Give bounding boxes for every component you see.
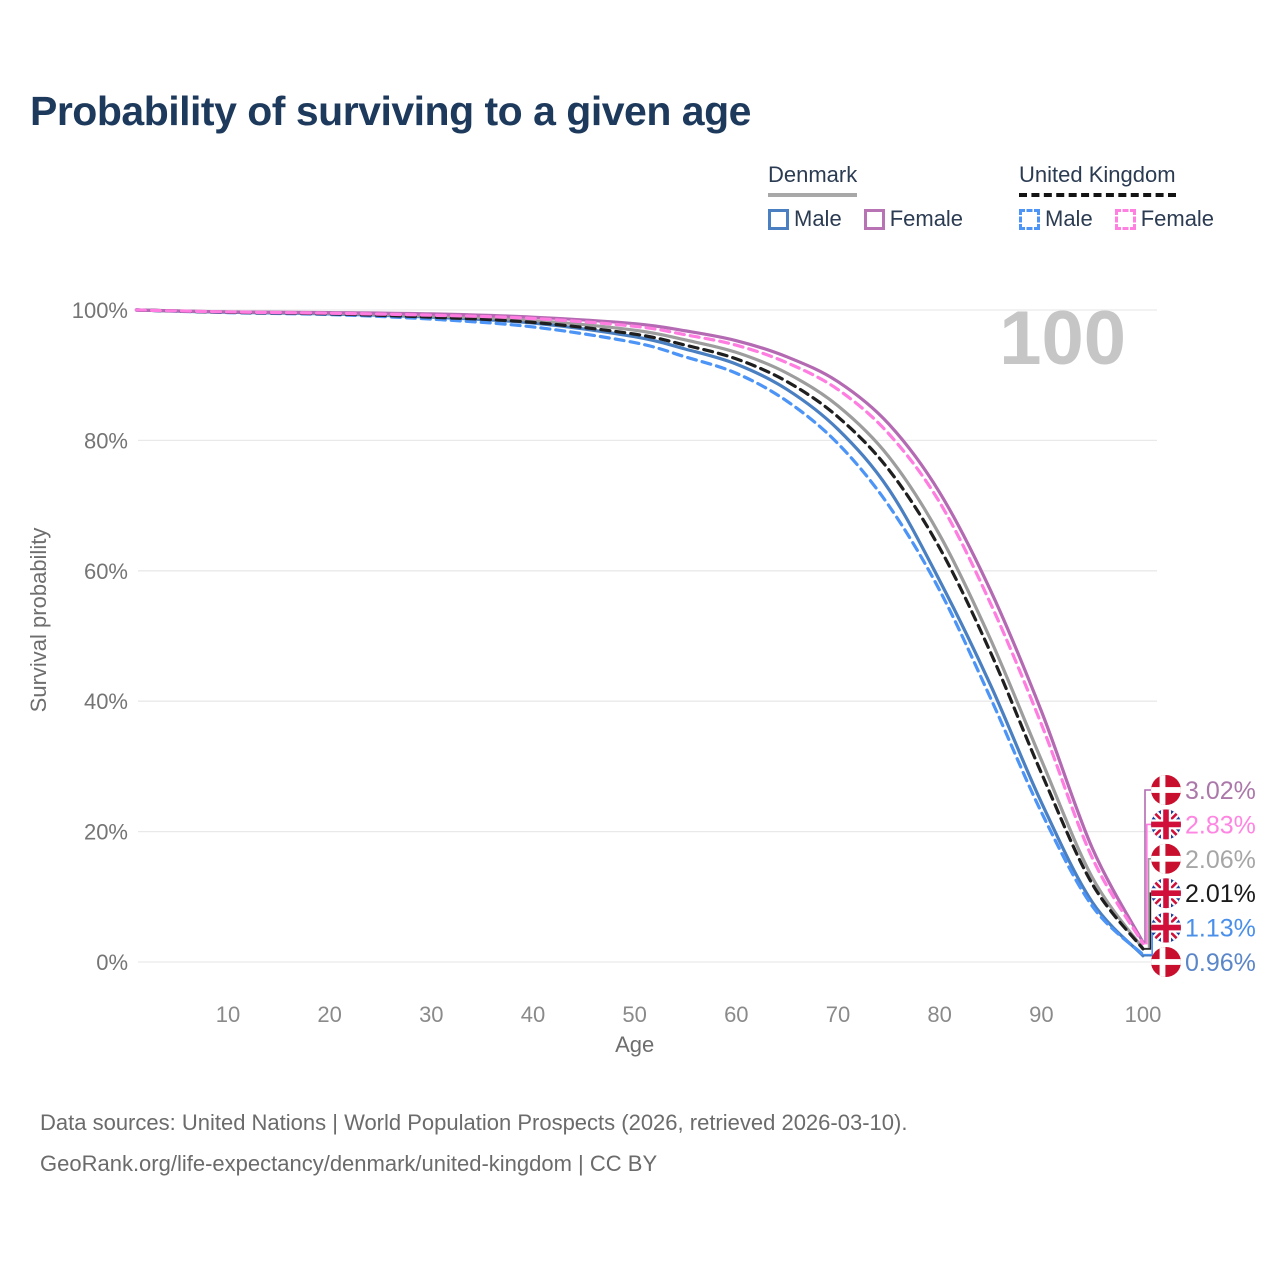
x-axis-ticks: 10 20 30 40 50 60 70 80 90 100	[216, 1002, 1162, 1027]
legend-header-denmark: Denmark	[768, 162, 858, 197]
watermark: 100	[999, 296, 1126, 381]
denmark-flag-icon	[1151, 947, 1181, 977]
series-line-denmark-female	[134, 308, 1145, 944]
survival-chart: 100 0% 20% 40% 60% 80% 100% 10 20 30 40 50 60 70 80 9…	[26, 296, 1256, 1057]
uk-flag-icon	[1151, 912, 1181, 943]
end-label-values: 3.02% 2.83% 2.06% 2.01% 1.13% 0.96%	[1185, 777, 1256, 977]
end-value-label-united-kingdom-male: 1.13%	[1185, 915, 1256, 943]
uk-female-swatch-icon	[1114, 208, 1136, 230]
y-tick-label: 60%	[84, 559, 128, 584]
x-axis-title: Age	[615, 1032, 654, 1057]
y-tick-label: 80%	[84, 428, 128, 453]
end-value-label-united-kingdom-female: 2.83%	[1185, 811, 1256, 839]
x-tick-label: 50	[622, 1002, 646, 1027]
footer-data-sources: Data sources: United Nations | World Pop…	[40, 1110, 908, 1135]
x-tick-label: 100	[1125, 1002, 1162, 1027]
legend-items-denmark: Male Female	[768, 206, 963, 232]
series-line-denmark-male	[134, 308, 1145, 958]
legend-item-label: Female	[1140, 206, 1215, 231]
denmark-male-swatch-icon	[768, 208, 789, 230]
legend-header-united-kingdom: United Kingdom	[1019, 162, 1176, 197]
leader-line-denmark-female	[1144, 789, 1151, 944]
series-line-denmark-both-sexes	[134, 308, 1145, 951]
x-tick-label: 30	[419, 1002, 443, 1027]
uk-flag-icon	[1151, 878, 1181, 909]
legend-item-label: Male	[1045, 206, 1093, 231]
denmark-female-swatch-icon	[863, 208, 885, 230]
end-label-leader-lines	[1144, 789, 1155, 963]
x-tick-label: 40	[521, 1002, 545, 1027]
end-value-label-denmark-male: 0.96%	[1185, 949, 1256, 977]
series-curves	[134, 308, 1145, 958]
denmark-flag-icon	[1151, 775, 1181, 805]
legend-group-denmark: Denmark Male Female	[768, 162, 963, 232]
legend-item-denmark-female[interactable]: Female	[863, 206, 964, 232]
denmark-flag-icon	[1151, 843, 1181, 874]
x-tick-label: 90	[1029, 1002, 1053, 1027]
x-tick-label: 60	[724, 1002, 748, 1027]
end-value-label-united-kingdom-both-sexes: 2.01%	[1185, 880, 1256, 908]
gridlines	[138, 309, 1157, 963]
legend-group-united-kingdom: United Kingdom Male Female	[1019, 162, 1214, 232]
age-watermark: 100	[999, 296, 1126, 381]
legend-items-united-kingdom: Male Female	[1019, 206, 1214, 232]
y-tick-label: 0%	[96, 950, 128, 975]
uk-male-swatch-icon	[1019, 208, 1040, 230]
legend-item-label: Female	[889, 206, 964, 231]
leader-line-united-kingdom-both-sexes	[1144, 892, 1152, 950]
y-axis-title: Survival probability	[26, 528, 51, 713]
y-tick-label: 20%	[84, 820, 128, 845]
axis-titles: Age Survival probability	[26, 528, 654, 1057]
series-line-united-kingdom-male	[134, 308, 1145, 957]
uk-flag-icon	[1151, 809, 1181, 840]
series-line-united-kingdom-both-sexes	[134, 308, 1145, 951]
x-tick-label: 80	[927, 1002, 951, 1027]
legend-item-uk-male[interactable]: Male	[1019, 206, 1093, 232]
x-tick-label: 70	[826, 1002, 850, 1027]
x-tick-label: 10	[216, 1002, 240, 1027]
series-line-united-kingdom-female	[134, 308, 1145, 946]
legend-item-denmark-male[interactable]: Male	[768, 206, 842, 232]
footer-attribution: GeoRank.org/life-expectancy/denmark/unit…	[40, 1151, 658, 1176]
end-label-flag-icons	[1151, 775, 1181, 977]
footer: Data sources: United Nations | World Pop…	[40, 1102, 907, 1184]
x-tick-label: 20	[317, 1002, 341, 1027]
end-value-label-denmark-female: 3.02%	[1185, 777, 1256, 805]
y-tick-label: 100%	[72, 298, 128, 323]
y-tick-label: 40%	[84, 689, 128, 714]
legend-item-label: Male	[794, 206, 842, 231]
y-axis-ticks: 0% 20% 40% 60% 80% 100%	[72, 298, 128, 975]
end-value-label-denmark-both-sexes: 2.06%	[1185, 846, 1256, 874]
leader-line-united-kingdom-female	[1144, 823, 1151, 945]
page-title: Probability of surviving to a given age	[30, 88, 751, 134]
legend-item-uk-female[interactable]: Female	[1114, 206, 1215, 232]
